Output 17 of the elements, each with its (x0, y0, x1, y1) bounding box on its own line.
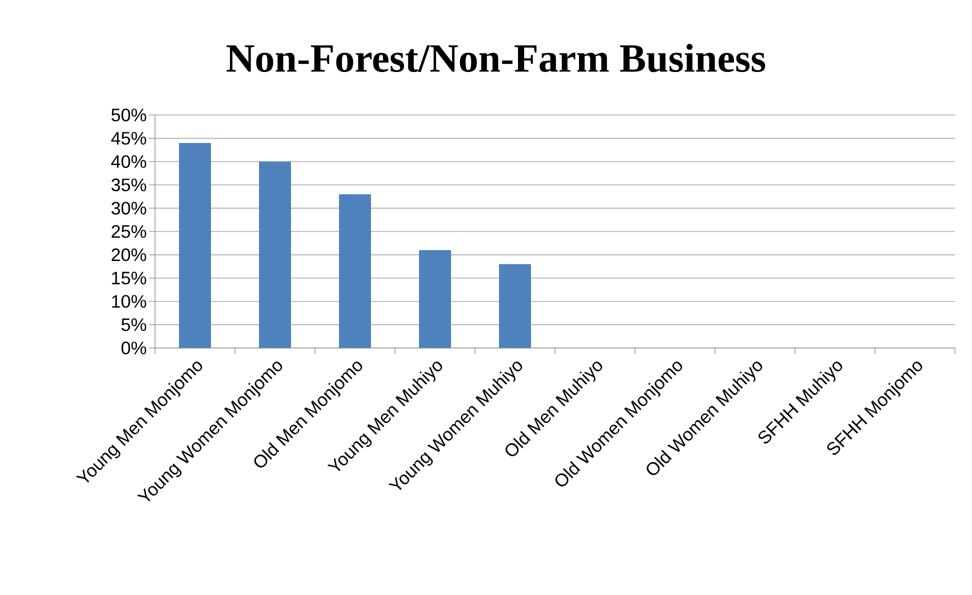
y-tick-label: 20% (112, 248, 146, 262)
chart-title: Non-Forest/Non-Farm Business (226, 44, 766, 72)
y-tick-label: 50% (111, 108, 146, 122)
bar (499, 264, 532, 348)
y-tick-label: 10% (112, 295, 146, 308)
bar (339, 194, 372, 348)
y-tick-label: 30% (111, 202, 146, 215)
y-tick-label: 0% (121, 342, 146, 354)
y-tick-label: 40% (111, 155, 146, 168)
bar (179, 142, 212, 348)
y-tick-label: 15% (112, 272, 146, 284)
y-tick-label: 25% (112, 225, 146, 238)
bar (259, 162, 292, 348)
y-tick-label: 45% (111, 132, 146, 145)
bar (419, 250, 452, 348)
y-tick-label: 35% (111, 178, 146, 192)
y-tick-label: 5% (122, 318, 146, 332)
